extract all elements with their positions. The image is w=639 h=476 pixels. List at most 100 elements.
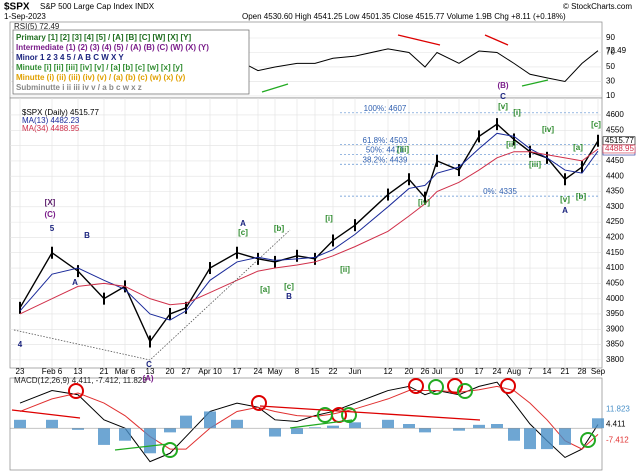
symbol: $SPX <box>4 2 30 13</box>
price-bar <box>185 301 187 314</box>
last-value-box <box>602 144 636 154</box>
wave-label: [a] <box>573 143 583 152</box>
wave-label: 4 <box>18 340 23 349</box>
y-tick-label: 50 <box>606 62 615 71</box>
wave-label: [iii] <box>529 160 541 169</box>
trendline <box>289 419 353 429</box>
grids: 1030507090380038503900395040004050410041… <box>10 33 624 368</box>
price-bar <box>257 252 259 265</box>
x-tick-label: Aug <box>507 367 521 376</box>
y-tick-label: 4050 <box>606 278 624 287</box>
y-tick-label: 4550 <box>606 125 624 134</box>
x-tick-label: Jun <box>349 367 362 376</box>
wave-label: [v] <box>560 195 570 204</box>
circle <box>162 442 178 458</box>
wave-label: A <box>562 206 568 215</box>
y-tick-label: 70 <box>606 48 615 57</box>
price-bar <box>458 164 460 177</box>
histogram-bar <box>180 415 192 429</box>
legend-item: $SPX (Daily) 4515.77 <box>22 108 99 117</box>
circle <box>500 378 516 394</box>
circle <box>251 395 267 411</box>
last-value-label: 4.411 <box>606 420 626 429</box>
x-tick-label: 23 <box>16 367 25 376</box>
price-bar <box>424 191 426 204</box>
price-bar <box>51 246 53 259</box>
x-tick-label: 15 <box>311 367 320 376</box>
fib-label: 0%: 4335 <box>483 187 517 196</box>
wave-label: [iv] <box>418 198 430 207</box>
y-tick-label: 4600 <box>606 110 624 119</box>
price-bar <box>19 301 21 314</box>
x-tick-label: Jul <box>432 367 442 376</box>
last-value-label: 72.49 <box>606 46 627 55</box>
y-tick-label: 4150 <box>606 248 624 257</box>
histogram-bar <box>541 428 553 450</box>
y-tick-label: 30 <box>606 77 615 86</box>
histogram-bar <box>592 418 604 429</box>
wave-label: (A) <box>142 374 153 383</box>
histogram-bar <box>119 428 131 441</box>
series-line <box>19 132 599 321</box>
trendline <box>261 83 289 93</box>
wave-label: B <box>84 231 90 240</box>
y-tick-label: 4350 <box>606 187 624 196</box>
x-tick-label: 20 <box>405 367 414 376</box>
x-tick-label: 24 <box>254 367 263 376</box>
price-bar <box>387 188 389 201</box>
wave-label: [b] <box>274 224 285 233</box>
price-bar <box>513 133 515 146</box>
wave-label: [ii] <box>506 140 516 149</box>
circle <box>428 379 444 395</box>
price-bar <box>478 130 480 143</box>
quote: Open 4530.60 High 4541.25 Low 4501.35 Cl… <box>242 12 566 21</box>
y-tick-label: 4450 <box>606 156 624 165</box>
circle <box>457 383 473 399</box>
wave-label: [c] <box>238 228 248 237</box>
x-tick-label: 21 <box>100 367 109 376</box>
wave-label: [v] <box>498 102 508 111</box>
x-tick-label: 17 <box>475 367 484 376</box>
histogram-bar <box>349 422 361 429</box>
histogram-bar <box>291 428 303 435</box>
trendline <box>521 79 549 87</box>
trendline <box>397 34 441 46</box>
trendline <box>259 405 481 421</box>
wave-legend-item: Primary [1] [2] [3] [4] [5] / [A] [B] [C… <box>16 33 191 42</box>
wave-label: B <box>286 292 292 301</box>
wave-label: [c] <box>284 282 294 291</box>
y-tick-label: 3800 <box>606 355 624 364</box>
price-bar <box>581 161 583 174</box>
histogram-bar <box>46 419 58 429</box>
wave-label: A <box>240 219 246 228</box>
price-bar <box>496 118 498 131</box>
x-tick-label: 8 <box>295 367 300 376</box>
symbol-name: S&P 500 Large Cap Index INDX <box>40 2 155 11</box>
x-tick-label: 13 <box>74 367 83 376</box>
circle <box>68 383 84 399</box>
x-tick-label: May <box>267 367 282 376</box>
wave-label: [iii] <box>397 145 409 154</box>
price-bar <box>274 255 276 268</box>
wave-label: (C) <box>44 210 55 219</box>
histogram-bar <box>98 428 110 445</box>
trendline <box>484 34 509 46</box>
wave-label: [iv] <box>542 125 554 134</box>
price-bar <box>597 134 599 147</box>
fib-label: 61.8%: 4503 <box>363 136 408 145</box>
price-bar <box>314 252 316 265</box>
price-bar <box>436 154 438 167</box>
wave-label: [i] <box>513 108 521 117</box>
y-tick-label: 3900 <box>606 324 624 333</box>
y-tick-label: 10 <box>606 91 615 100</box>
trendline <box>114 443 169 451</box>
wave-legend-item: Subminutte i ii iii iv v / a b c w x z <box>16 83 142 92</box>
x-tick-label: 14 <box>543 367 552 376</box>
x-tick-label: 10 <box>455 367 464 376</box>
x-tick-label: 13 <box>146 367 155 376</box>
price-bar <box>332 234 334 247</box>
histogram-bar <box>524 428 536 450</box>
date: 1-Sep-2023 <box>4 12 46 21</box>
wave-legend-item: Intermediate (1) (2) (3) (4) (5) / (A) (… <box>16 43 209 52</box>
wave-label: [ii] <box>340 265 350 274</box>
